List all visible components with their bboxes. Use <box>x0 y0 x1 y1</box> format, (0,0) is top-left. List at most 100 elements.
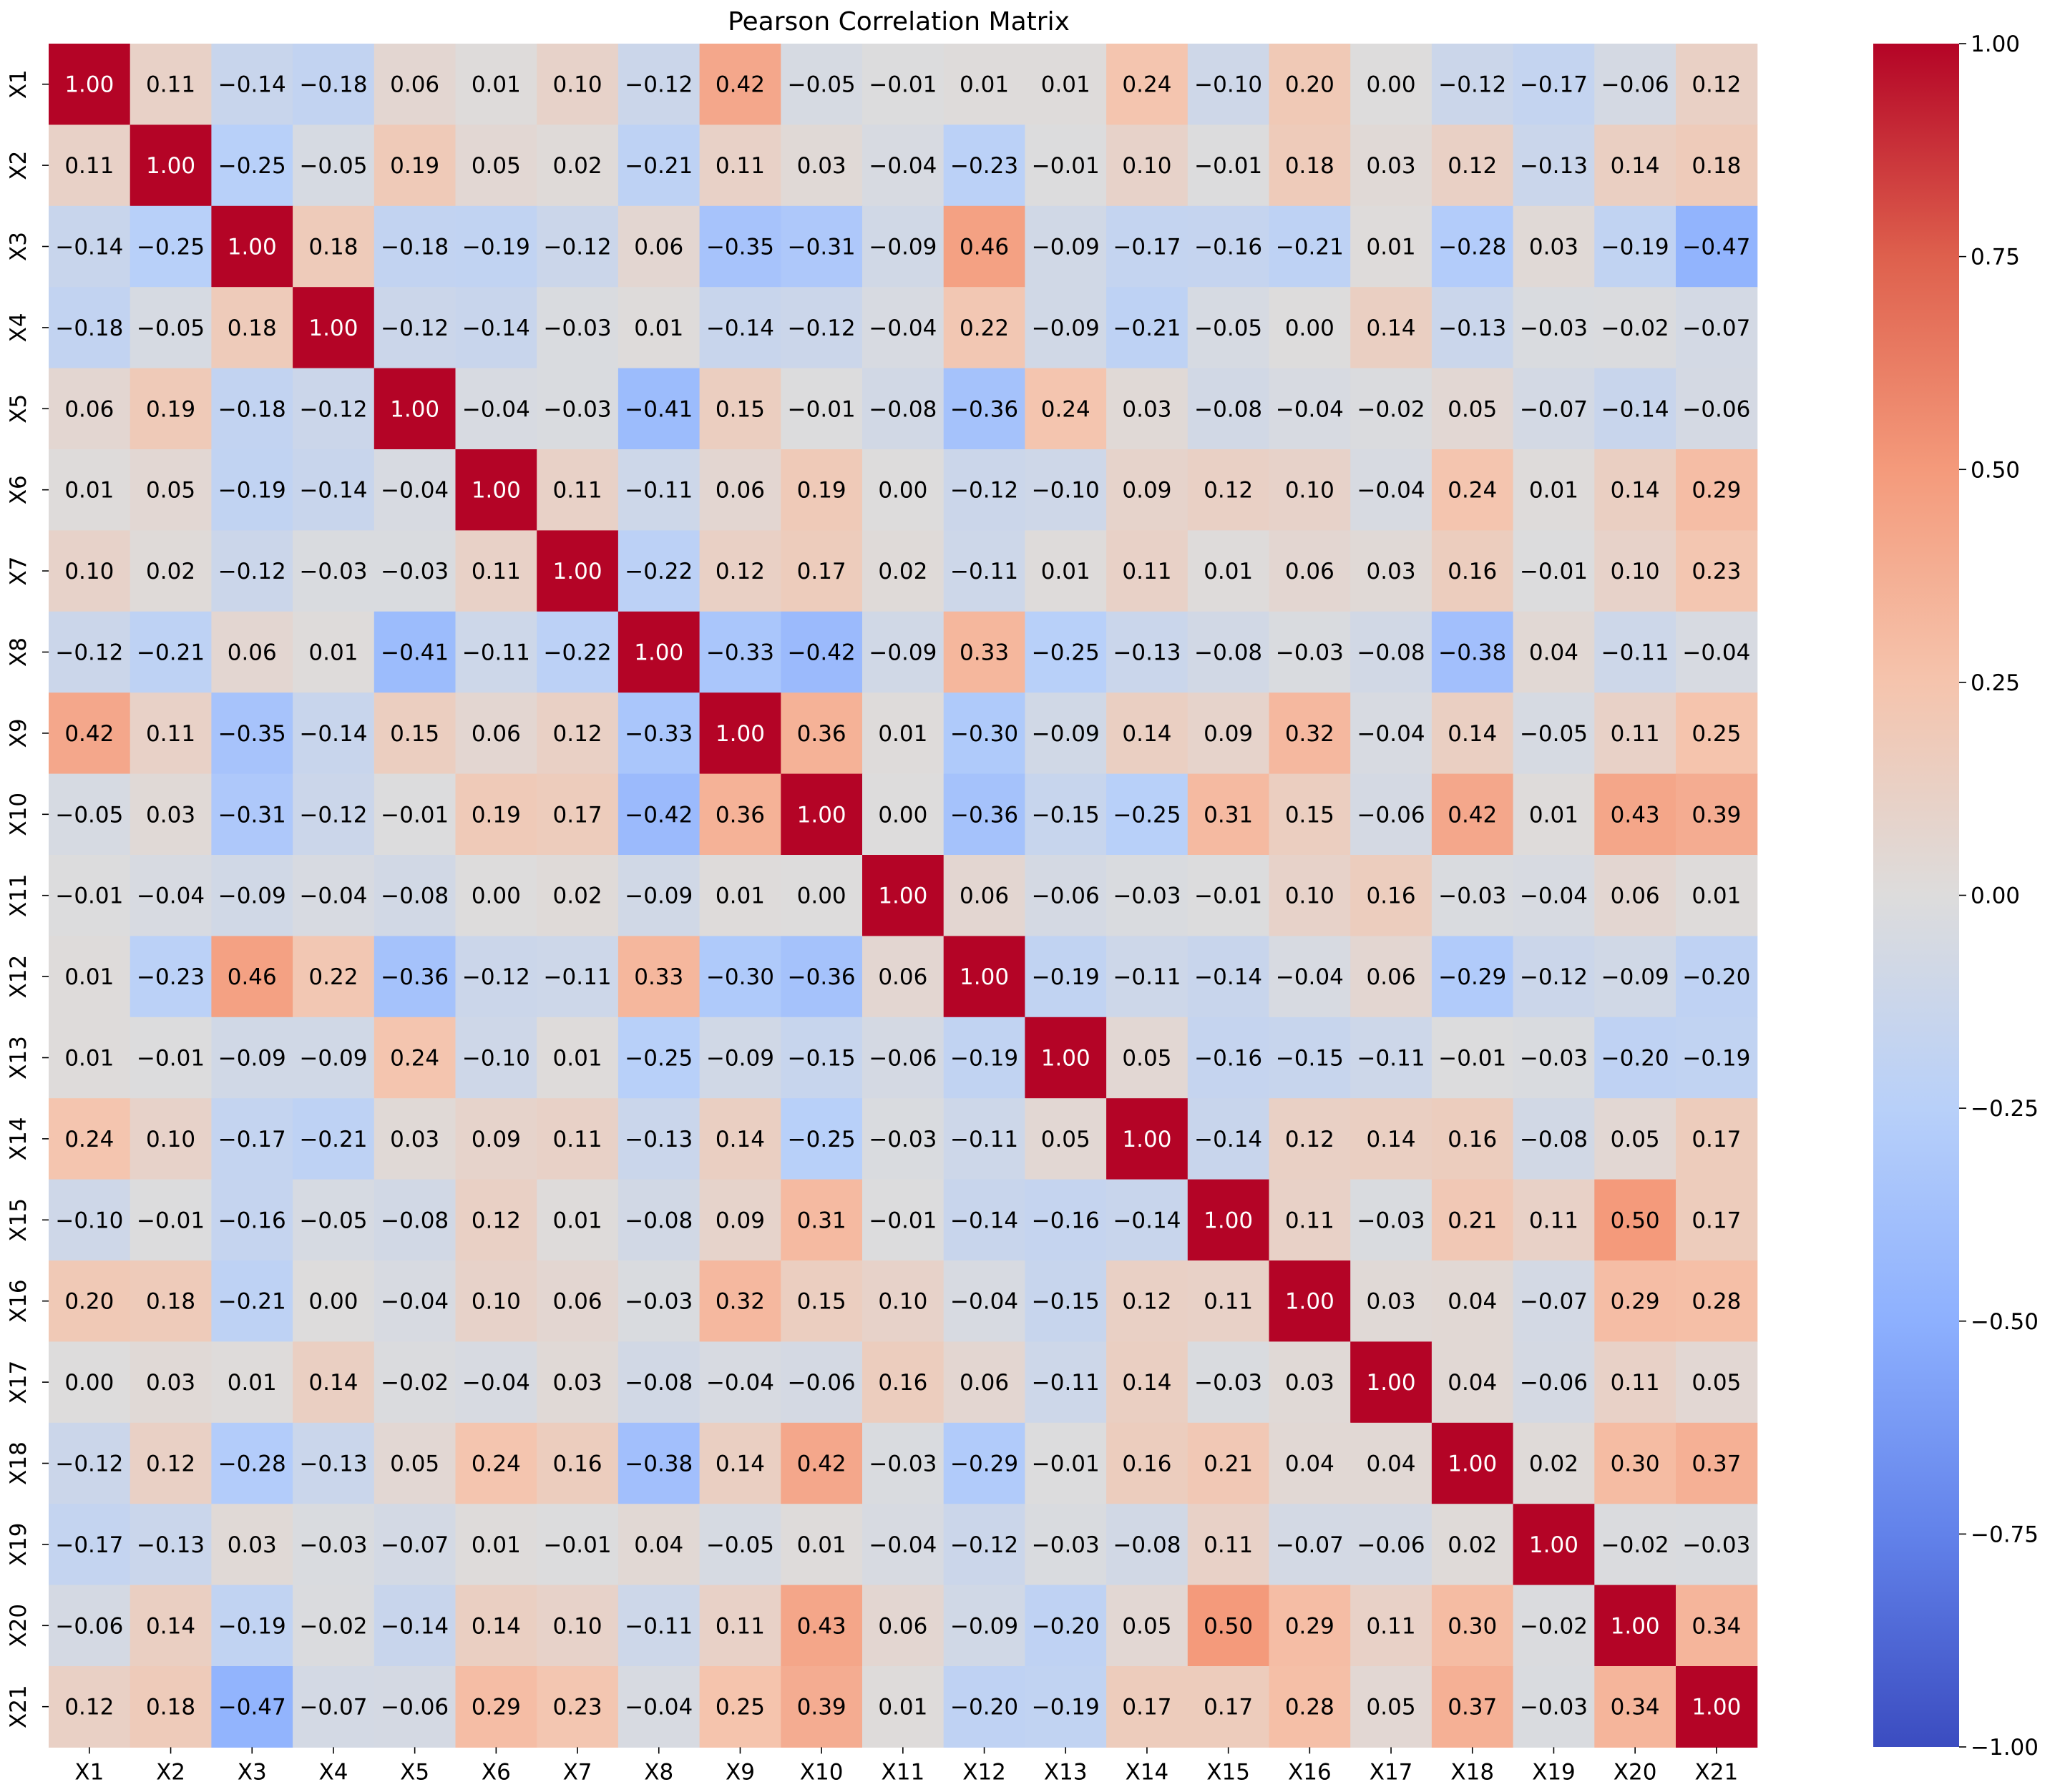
y-tick-label: X8 <box>6 637 31 667</box>
cell-value-label: 0.02 <box>1448 1532 1497 1558</box>
heatmap-cell-X1-X9 <box>699 44 781 125</box>
cell-value-label: −0.11 <box>950 559 1018 584</box>
x-tick-label: X13 <box>1044 1759 1088 1785</box>
heatmap-cell-X3-X14 <box>1106 205 1188 288</box>
heatmap-cell-X5-X8 <box>618 368 701 450</box>
cell-value-label: 0.03 <box>146 802 195 828</box>
heatmap-cell-X13-X4 <box>293 1017 375 1099</box>
x-tick-label: X5 <box>400 1759 429 1785</box>
heatmap-cell-X12-X4 <box>293 936 375 1018</box>
cell-value-label: 0.18 <box>146 1289 195 1315</box>
cell-value-label: 0.00 <box>878 802 927 828</box>
cell-value-label: 0.28 <box>1285 1695 1334 1720</box>
cell-value-label: −0.06 <box>55 1613 123 1639</box>
cell-value-label: −0.04 <box>381 1289 449 1315</box>
heatmap-cell-X21-X9 <box>699 1666 781 1748</box>
heatmap-cell-X12-X12 <box>943 936 1025 1018</box>
heatmap-cell-X12-X15 <box>1187 936 1270 1018</box>
cell-value-label: 0.17 <box>1692 1127 1741 1152</box>
cell-value-label: −0.03 <box>544 315 612 341</box>
heatmap-cell-X16-X19 <box>1513 1260 1595 1342</box>
heatmap-cell-X13-X11 <box>862 1017 944 1099</box>
cell-value-label: −0.04 <box>299 883 367 909</box>
heatmap-cell-X9-X8 <box>618 692 701 775</box>
heatmap-cell-X7-X16 <box>1269 530 1351 612</box>
heatmap-cell-X7-X6 <box>455 530 537 612</box>
heatmap-cell-X3-X9 <box>699 205 781 288</box>
x-axis: X1 X2 X3 X4 X5 X6 X7 X8 X9 X10 X11 X12 X13 X14 X15 X16 X… <box>74 1747 1738 1785</box>
cell-value-label: 1.00 <box>1285 1289 1334 1315</box>
cell-value-label: 0.15 <box>390 721 439 747</box>
heatmap-cell-X14-X16 <box>1269 1098 1351 1180</box>
cell-value-label: 0.03 <box>553 1370 602 1396</box>
heatmap-cell-X2-X21 <box>1676 124 1758 207</box>
heatmap-cell-X6-X6 <box>455 449 537 531</box>
cell-value-label: 0.02 <box>1529 1451 1578 1477</box>
cell-value-label: −0.09 <box>950 1613 1018 1639</box>
heatmap-cell-X4-X2 <box>130 287 212 369</box>
heatmap-cell-X2-X11 <box>862 124 944 207</box>
cell-value-label: −0.08 <box>625 1370 693 1396</box>
cell-value-label: 0.12 <box>1122 1289 1171 1315</box>
cell-value-label: 0.14 <box>1611 153 1660 179</box>
cell-value-label: 0.10 <box>64 559 114 584</box>
heatmap-cell-X19-X9 <box>699 1504 781 1586</box>
heatmap-cell-X5-X16 <box>1269 368 1351 450</box>
cell-value-label: 0.01 <box>1041 559 1090 584</box>
cell-value-label: −0.05 <box>706 1532 774 1558</box>
heatmap-cell-X5-X7 <box>537 368 619 450</box>
heatmap-cell-X8-X16 <box>1269 611 1351 693</box>
heatmap-cell-X5-X1 <box>49 368 131 450</box>
heatmap-cell-X4-X16 <box>1269 287 1351 369</box>
cell-value-label: −0.04 <box>869 153 937 179</box>
heatmap-cell-X13-X8 <box>618 1017 701 1099</box>
heatmap-cell-X16-X20 <box>1594 1260 1676 1342</box>
heatmap-cell-X4-X10 <box>781 287 863 369</box>
heatmap-cell-X2-X4 <box>293 124 375 207</box>
cell-value-label: 0.23 <box>1692 559 1741 584</box>
heatmap-cell-X9-X10 <box>781 692 863 775</box>
cell-value-label: −0.07 <box>1276 1532 1344 1558</box>
cell-value-label: −0.04 <box>1276 964 1344 990</box>
cell-value-label: 1.00 <box>1611 1613 1660 1639</box>
heatmap-cell-X18-X14 <box>1106 1422 1188 1504</box>
heatmap-cell-X20-X10 <box>781 1585 863 1667</box>
heatmap-cell-X11-X19 <box>1513 855 1595 936</box>
cell-value-label: −0.04 <box>625 1695 693 1720</box>
cell-value-label: 0.14 <box>1367 315 1416 341</box>
cell-value-label: 0.46 <box>960 235 1009 260</box>
cell-value-label: −0.02 <box>1357 396 1425 422</box>
heatmap-cell-X19-X4 <box>293 1504 375 1586</box>
heatmap-cell-X21-X15 <box>1187 1666 1270 1748</box>
cell-value-label: −0.07 <box>1682 315 1750 341</box>
heatmap-cell-X10-X12 <box>943 773 1025 856</box>
cell-value-label: −0.06 <box>1601 72 1669 98</box>
cell-value-label: 0.00 <box>472 883 521 909</box>
cell-value-label: −0.09 <box>1032 235 1100 260</box>
cell-value-label: −0.03 <box>1113 883 1181 909</box>
cell-value-label: 0.50 <box>1611 1208 1660 1233</box>
heatmap-cell-X15-X21 <box>1676 1179 1758 1261</box>
heatmap-cell-X6-X15 <box>1187 449 1270 531</box>
heatmap-cell-X10-X3 <box>211 773 293 856</box>
cell-value-label: −0.03 <box>299 1532 367 1558</box>
cell-value-label: −0.16 <box>1194 235 1262 260</box>
cell-value-label: 0.03 <box>1122 396 1171 422</box>
cell-value-label: 0.03 <box>1367 559 1416 584</box>
cell-value-label: 0.03 <box>1529 235 1578 260</box>
cell-value-label: −0.19 <box>462 235 530 260</box>
heatmap-cell-X1-X13 <box>1025 44 1107 125</box>
heatmap-cell-X17-X17 <box>1350 1341 1432 1424</box>
cell-value-label: −0.01 <box>544 1532 612 1558</box>
cell-value-label: 0.01 <box>553 1046 602 1072</box>
heatmap-cell-X18-X9 <box>699 1422 781 1504</box>
heatmap-cell-X12-X3 <box>211 936 293 1018</box>
y-tick-label: X11 <box>6 873 31 917</box>
heatmap-cell-X13-X2 <box>130 1017 212 1099</box>
heatmap-cell-X2-X14 <box>1106 124 1188 207</box>
cell-value-label: −0.42 <box>788 640 856 666</box>
heatmap-cell-X20-X17 <box>1350 1585 1432 1667</box>
heatmap-cell-X8-X3 <box>211 611 293 693</box>
heatmap-cell-X19-X11 <box>862 1504 944 1586</box>
